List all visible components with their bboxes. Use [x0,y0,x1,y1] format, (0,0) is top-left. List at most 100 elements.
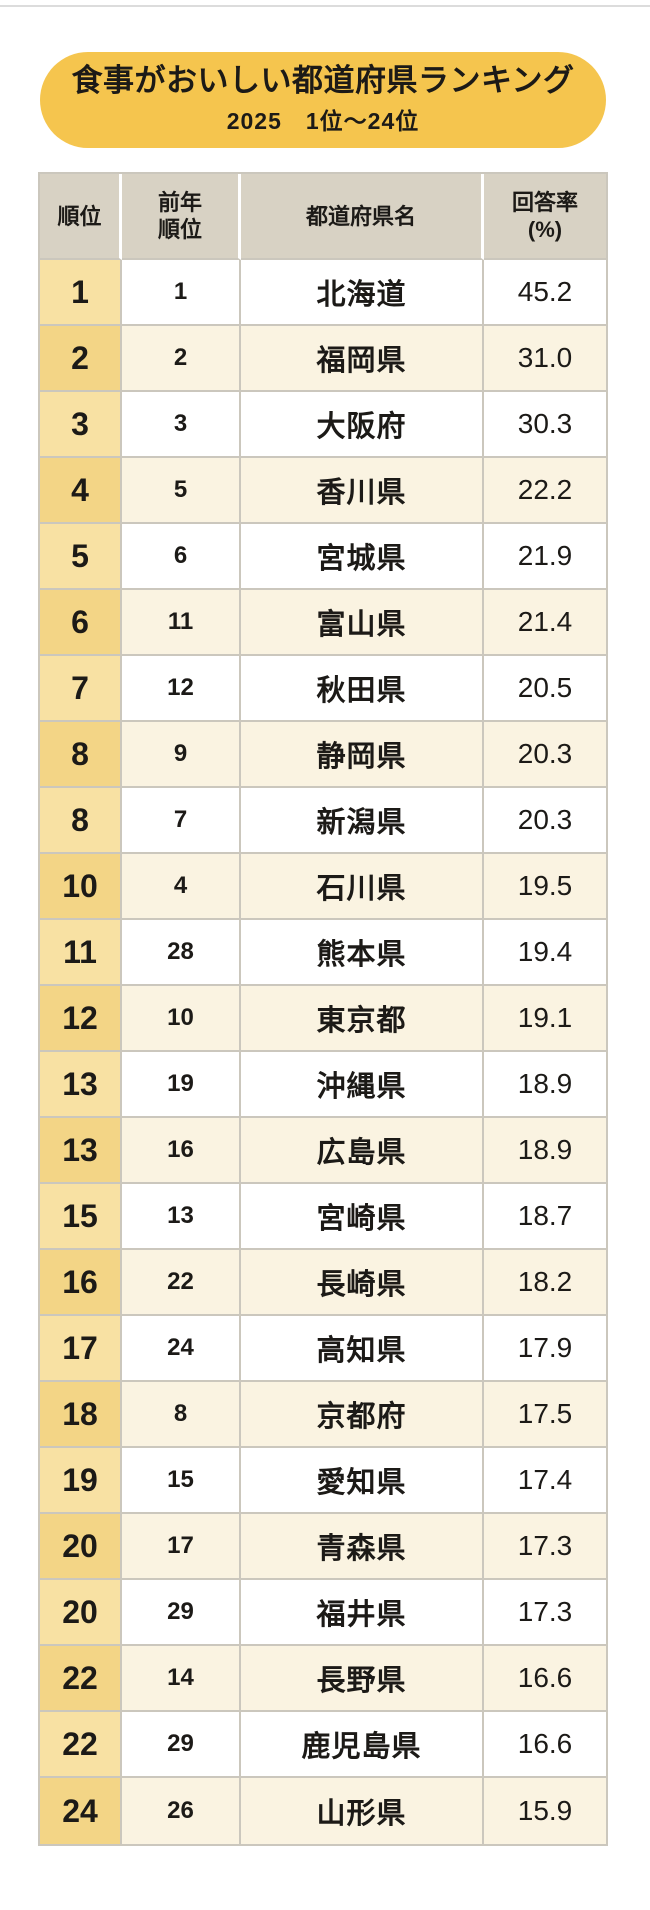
prev-rank-cell: 24 [122,1316,241,1382]
prev-rank-cell: 14 [122,1646,241,1712]
prev-rank-cell: 12 [122,656,241,722]
prev-rank-cell: 19 [122,1052,241,1118]
prefecture-cell: 北海道 [241,260,484,326]
rank-cell: 8 [40,722,122,788]
table-row: 3 3 大阪府 30.3 [40,392,606,458]
prev-rank-cell: 15 [122,1448,241,1514]
prev-rank-cell: 26 [122,1778,241,1844]
prefecture-cell: 石川県 [241,854,484,920]
rank-cell: 22 [40,1712,122,1778]
rank-cell: 13 [40,1118,122,1184]
rank-cell: 8 [40,788,122,854]
ranking-table: 順位 前年 順位 都道府県名 回答率 (%) 1 1 北海道 45.2 2 2 福岡県 31.… [38,172,608,1846]
prefecture-cell: 新潟県 [241,788,484,854]
prefecture-cell: 広島県 [241,1118,484,1184]
rate-cell: 18.9 [484,1052,606,1118]
table-row: 7 12 秋田県 20.5 [40,656,606,722]
table-row: 15 13 宮崎県 18.7 [40,1184,606,1250]
rank-cell: 4 [40,458,122,524]
rank-cell: 10 [40,854,122,920]
prefecture-cell: 長野県 [241,1646,484,1712]
rate-cell: 16.6 [484,1646,606,1712]
rank-cell: 19 [40,1448,122,1514]
rate-cell: 17.4 [484,1448,606,1514]
rank-cell: 16 [40,1250,122,1316]
prev-rank-cell: 4 [122,854,241,920]
prefecture-cell: 長崎県 [241,1250,484,1316]
table-row: 20 29 福井県 17.3 [40,1580,606,1646]
table-row: 8 7 新潟県 20.3 [40,788,606,854]
rate-cell: 30.3 [484,392,606,458]
prefecture-cell: 山形県 [241,1778,484,1844]
prefecture-cell: 愛知県 [241,1448,484,1514]
rate-cell: 19.1 [484,986,606,1052]
rank-cell: 17 [40,1316,122,1382]
prefecture-cell: 青森県 [241,1514,484,1580]
table-row: 16 22 長崎県 18.2 [40,1250,606,1316]
prev-rank-cell: 13 [122,1184,241,1250]
rank-cell: 2 [40,326,122,392]
header-prefecture: 都道府県名 [241,174,484,260]
table-row: 8 9 静岡県 20.3 [40,722,606,788]
rank-cell: 7 [40,656,122,722]
table-header: 順位 前年 順位 都道府県名 回答率 (%) [40,174,606,260]
prefecture-cell: 富山県 [241,590,484,656]
table-row: 1 1 北海道 45.2 [40,260,606,326]
rank-cell: 20 [40,1580,122,1646]
header-prev-rank: 前年 順位 [122,174,241,260]
rate-cell: 17.9 [484,1316,606,1382]
prefecture-cell: 福岡県 [241,326,484,392]
table-row: 11 28 熊本県 19.4 [40,920,606,986]
table-row: 22 29 鹿児島県 16.6 [40,1712,606,1778]
table-body: 1 1 北海道 45.2 2 2 福岡県 31.0 3 3 大阪府 30.3 4 5 香川県 22.2 5 6 宮城… [40,260,606,1844]
rate-cell: 17.3 [484,1580,606,1646]
table-row: 6 11 富山県 21.4 [40,590,606,656]
prefecture-cell: 鹿児島県 [241,1712,484,1778]
table-row: 17 24 高知県 17.9 [40,1316,606,1382]
table-row: 18 8 京都府 17.5 [40,1382,606,1448]
rank-cell: 15 [40,1184,122,1250]
rate-cell: 20.5 [484,656,606,722]
table-row: 22 14 長野県 16.6 [40,1646,606,1712]
table-row: 13 16 広島県 18.9 [40,1118,606,1184]
table-row: 19 15 愛知県 17.4 [40,1448,606,1514]
rate-cell: 21.9 [484,524,606,590]
header-row: 順位 前年 順位 都道府県名 回答率 (%) [40,174,606,260]
rate-cell: 18.9 [484,1118,606,1184]
prev-rank-cell: 11 [122,590,241,656]
rate-cell: 45.2 [484,260,606,326]
prev-rank-cell: 28 [122,920,241,986]
prefecture-cell: 宮崎県 [241,1184,484,1250]
rank-cell: 18 [40,1382,122,1448]
prefecture-cell: 東京都 [241,986,484,1052]
rate-cell: 22.2 [484,458,606,524]
prev-rank-cell: 10 [122,986,241,1052]
prefecture-cell: 沖縄県 [241,1052,484,1118]
table-row: 13 19 沖縄県 18.9 [40,1052,606,1118]
rank-cell: 24 [40,1778,122,1844]
prev-rank-cell: 6 [122,524,241,590]
table-row: 5 6 宮城県 21.9 [40,524,606,590]
rate-cell: 18.7 [484,1184,606,1250]
prefecture-cell: 静岡県 [241,722,484,788]
prev-rank-cell: 5 [122,458,241,524]
prev-rank-cell: 9 [122,722,241,788]
prev-rank-cell: 16 [122,1118,241,1184]
table-row: 4 5 香川県 22.2 [40,458,606,524]
prev-rank-cell: 22 [122,1250,241,1316]
rank-cell: 12 [40,986,122,1052]
table-row: 2 2 福岡県 31.0 [40,326,606,392]
prev-rank-cell: 17 [122,1514,241,1580]
rank-cell: 3 [40,392,122,458]
rank-cell: 5 [40,524,122,590]
header-rate: 回答率 (%) [484,174,606,260]
header-rank: 順位 [40,174,122,260]
prefecture-cell: 高知県 [241,1316,484,1382]
rank-cell: 11 [40,920,122,986]
prefecture-cell: 香川県 [241,458,484,524]
rank-cell: 1 [40,260,122,326]
prefecture-cell: 大阪府 [241,392,484,458]
prev-rank-cell: 29 [122,1712,241,1778]
prefecture-cell: 福井県 [241,1580,484,1646]
top-divider-line [0,5,650,7]
